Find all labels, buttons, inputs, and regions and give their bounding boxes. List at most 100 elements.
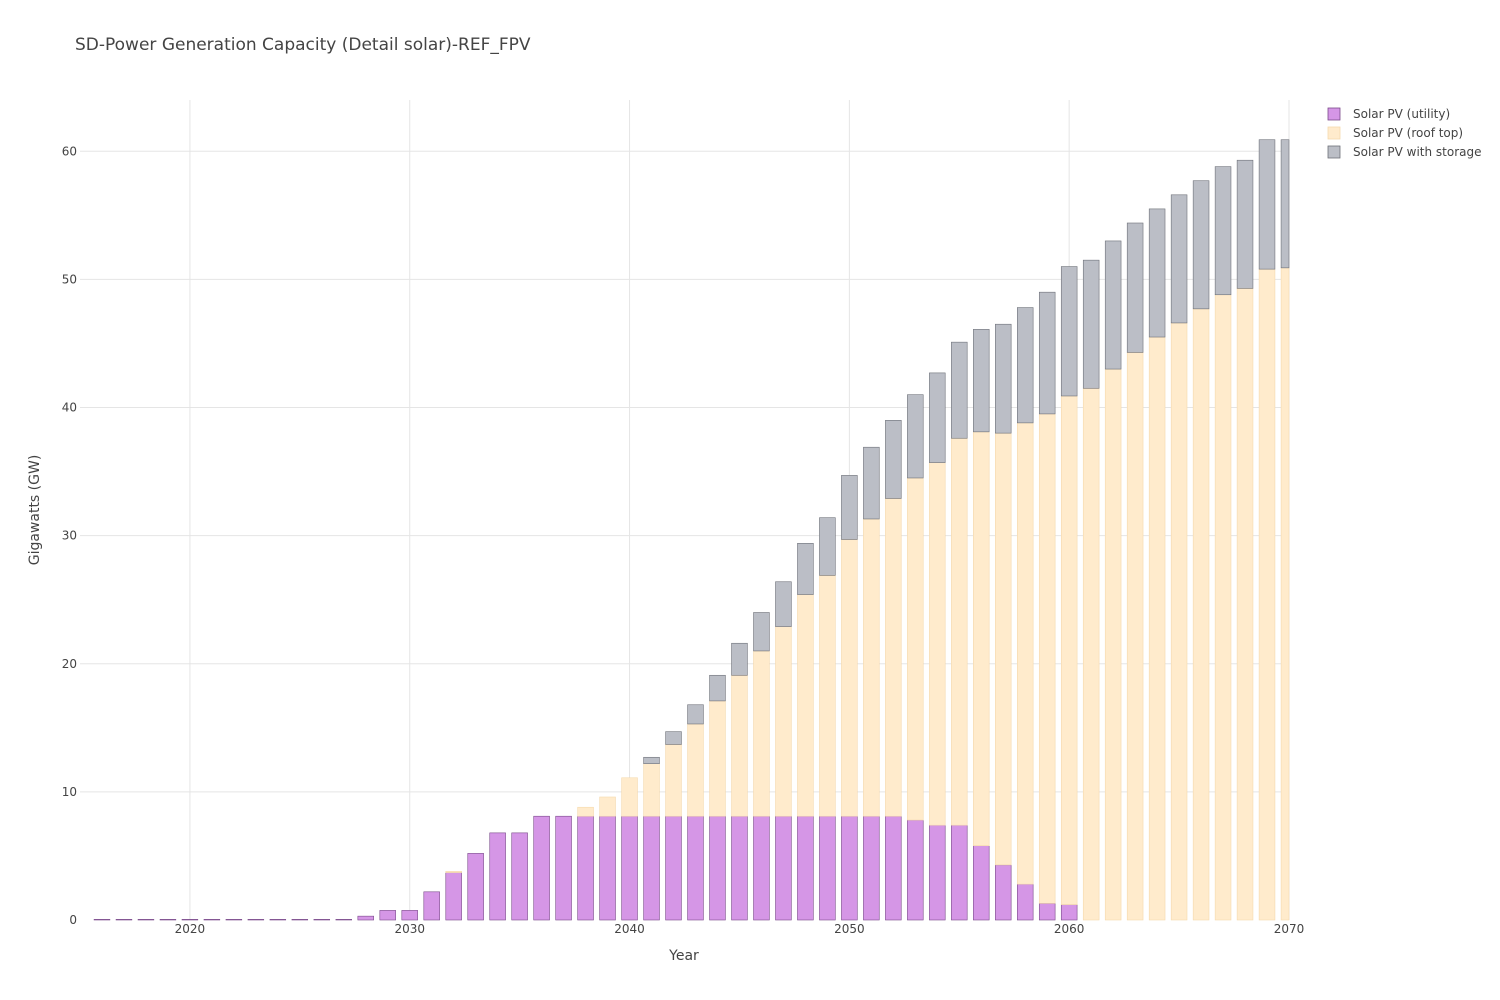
bar-solar-pv-roof-top-2056[interactable] <box>973 431 990 846</box>
legend-label[interactable]: Solar PV (utility) <box>1353 107 1450 121</box>
bar-solar-pv-utility-2016[interactable] <box>93 919 111 921</box>
bar-solar-pv-with-storage-2060[interactable] <box>1060 266 1078 397</box>
bar-solar-pv-roof-top-2060[interactable] <box>1060 395 1078 905</box>
bar-solar-pv-roof-top-2050[interactable] <box>841 539 858 817</box>
bar-solar-pv-roof-top-2065[interactable] <box>1170 322 1188 921</box>
bar-solar-pv-utility-2051[interactable] <box>863 815 880 921</box>
bar-solar-pv-utility-2041[interactable] <box>643 815 660 921</box>
bar-solar-pv-roof-top-2059[interactable] <box>1038 413 1056 904</box>
bar-solar-pv-with-storage-2057[interactable] <box>995 323 1012 434</box>
bar-solar-pv-utility-2054[interactable] <box>929 824 946 921</box>
bar-solar-pv-utility-2017[interactable] <box>115 919 133 921</box>
bar-solar-pv-roof-top-2046[interactable] <box>753 650 770 817</box>
bar-solar-pv-roof-top-2069[interactable] <box>1258 268 1276 921</box>
bar-solar-pv-roof-top-2038[interactable] <box>577 806 594 817</box>
bar-solar-pv-with-storage-2063[interactable] <box>1126 222 1144 353</box>
bar-solar-pv-utility-2059[interactable] <box>1038 903 1056 921</box>
bar-solar-pv-with-storage-2058[interactable] <box>1017 307 1034 424</box>
bar-solar-pv-roof-top-2053[interactable] <box>907 477 924 821</box>
bar-solar-pv-with-storage-2047[interactable] <box>775 581 792 627</box>
bar-solar-pv-roof-top-2067[interactable] <box>1214 294 1232 921</box>
bar-solar-pv-with-storage-2061[interactable] <box>1082 259 1100 389</box>
bar-solar-pv-with-storage-2064[interactable] <box>1148 208 1166 338</box>
bar-solar-pv-utility-2048[interactable] <box>797 815 814 921</box>
bar-solar-pv-utility-2047[interactable] <box>775 815 792 921</box>
legend-swatch[interactable] <box>1327 145 1341 159</box>
bar-solar-pv-utility-2024[interactable] <box>269 919 287 921</box>
bar-solar-pv-utility-2042[interactable] <box>665 815 682 921</box>
bar-solar-pv-utility-2035[interactable] <box>511 832 528 921</box>
bar-solar-pv-utility-2022[interactable] <box>225 919 243 921</box>
bar-solar-pv-utility-2046[interactable] <box>753 815 770 921</box>
bar-solar-pv-roof-top-2057[interactable] <box>995 432 1012 866</box>
bar-solar-pv-with-storage-2043[interactable] <box>687 704 704 725</box>
bar-solar-pv-with-storage-2056[interactable] <box>973 329 990 433</box>
bar-solar-pv-utility-2019[interactable] <box>159 919 177 921</box>
bar-solar-pv-with-storage-2042[interactable] <box>665 731 682 745</box>
bar-solar-pv-with-storage-2050[interactable] <box>841 475 858 540</box>
bar-solar-pv-utility-2050[interactable] <box>841 815 858 921</box>
bar-solar-pv-with-storage-2052[interactable] <box>885 420 902 499</box>
bar-solar-pv-with-storage-2045[interactable] <box>731 642 748 676</box>
bar-solar-pv-utility-2026[interactable] <box>313 919 331 921</box>
bar-solar-pv-with-storage-2049[interactable] <box>819 517 836 576</box>
bar-solar-pv-with-storage-2069[interactable] <box>1258 139 1276 270</box>
bar-solar-pv-roof-top-2063[interactable] <box>1126 352 1144 921</box>
bar-solar-pv-roof-top-2044[interactable] <box>709 700 726 817</box>
legend-label[interactable]: Solar PV (roof top) <box>1353 126 1463 140</box>
bar-solar-pv-utility-2028[interactable] <box>357 915 374 921</box>
bar-solar-pv-utility-2027[interactable] <box>335 919 352 921</box>
bar-solar-pv-with-storage-2046[interactable] <box>753 612 770 652</box>
bar-solar-pv-with-storage-2062[interactable] <box>1104 240 1122 370</box>
bar-solar-pv-utility-2034[interactable] <box>489 832 506 921</box>
bar-solar-pv-roof-top-2066[interactable] <box>1192 308 1210 921</box>
bar-solar-pv-roof-top-2043[interactable] <box>687 723 704 817</box>
bar-solar-pv-utility-2021[interactable] <box>203 919 221 921</box>
bar-solar-pv-with-storage-2067[interactable] <box>1214 166 1232 296</box>
bar-solar-pv-with-storage-2055[interactable] <box>951 341 968 439</box>
bar-solar-pv-roof-top-2061[interactable] <box>1082 387 1100 921</box>
bar-solar-pv-utility-2038[interactable] <box>577 815 594 921</box>
bar-solar-pv-roof-top-2047[interactable] <box>775 626 792 817</box>
bar-solar-pv-roof-top-2055[interactable] <box>951 437 968 826</box>
bar-solar-pv-utility-2057[interactable] <box>995 864 1012 921</box>
bar-solar-pv-utility-2018[interactable] <box>137 919 155 921</box>
legend-swatch[interactable] <box>1327 107 1341 121</box>
bar-solar-pv-utility-2043[interactable] <box>687 815 704 921</box>
bar-solar-pv-roof-top-2068[interactable] <box>1236 288 1254 921</box>
bar-solar-pv-utility-2058[interactable] <box>1017 883 1034 921</box>
bar-solar-pv-with-storage-2041[interactable] <box>643 756 660 764</box>
bar-solar-pv-roof-top-2054[interactable] <box>929 462 946 826</box>
bar-solar-pv-utility-2049[interactable] <box>819 815 836 921</box>
bar-solar-pv-roof-top-2039[interactable] <box>599 796 616 817</box>
bar-solar-pv-utility-2045[interactable] <box>731 815 748 921</box>
bar-solar-pv-utility-2033[interactable] <box>467 853 484 921</box>
bar-solar-pv-roof-top-2051[interactable] <box>863 518 880 817</box>
bar-solar-pv-utility-2044[interactable] <box>709 815 726 921</box>
bar-solar-pv-utility-2023[interactable] <box>247 919 265 921</box>
bar-solar-pv-with-storage-2065[interactable] <box>1170 194 1188 324</box>
bar-solar-pv-with-storage-2068[interactable] <box>1236 159 1254 289</box>
bar-solar-pv-utility-2029[interactable] <box>379 910 396 921</box>
bar-solar-pv-utility-2031[interactable] <box>423 891 440 921</box>
bar-solar-pv-with-storage-2051[interactable] <box>863 446 880 520</box>
bar-solar-pv-roof-top-2062[interactable] <box>1104 368 1122 921</box>
bar-solar-pv-utility-2036[interactable] <box>533 815 550 921</box>
bar-solar-pv-with-storage-2066[interactable] <box>1192 180 1210 310</box>
bar-solar-pv-roof-top-2048[interactable] <box>797 594 814 817</box>
bar-solar-pv-with-storage-2070[interactable] <box>1280 139 1290 269</box>
bar-solar-pv-utility-2030[interactable] <box>401 910 418 921</box>
bar-solar-pv-with-storage-2048[interactable] <box>797 543 814 595</box>
bar-solar-pv-roof-top-2070[interactable] <box>1280 267 1290 921</box>
legend-swatch[interactable] <box>1327 126 1341 140</box>
bar-solar-pv-utility-2039[interactable] <box>599 815 616 921</box>
bar-solar-pv-roof-top-2064[interactable] <box>1148 336 1166 921</box>
bar-solar-pv-utility-2037[interactable] <box>555 815 572 921</box>
bar-solar-pv-utility-2052[interactable] <box>885 815 902 921</box>
bar-solar-pv-roof-top-2041[interactable] <box>643 763 660 817</box>
bar-solar-pv-roof-top-2042[interactable] <box>665 744 682 817</box>
bar-solar-pv-utility-2032[interactable] <box>445 872 462 921</box>
bar-solar-pv-with-storage-2059[interactable] <box>1038 291 1056 415</box>
bar-solar-pv-utility-2020[interactable] <box>181 919 199 921</box>
bar-solar-pv-roof-top-2045[interactable] <box>731 674 748 817</box>
